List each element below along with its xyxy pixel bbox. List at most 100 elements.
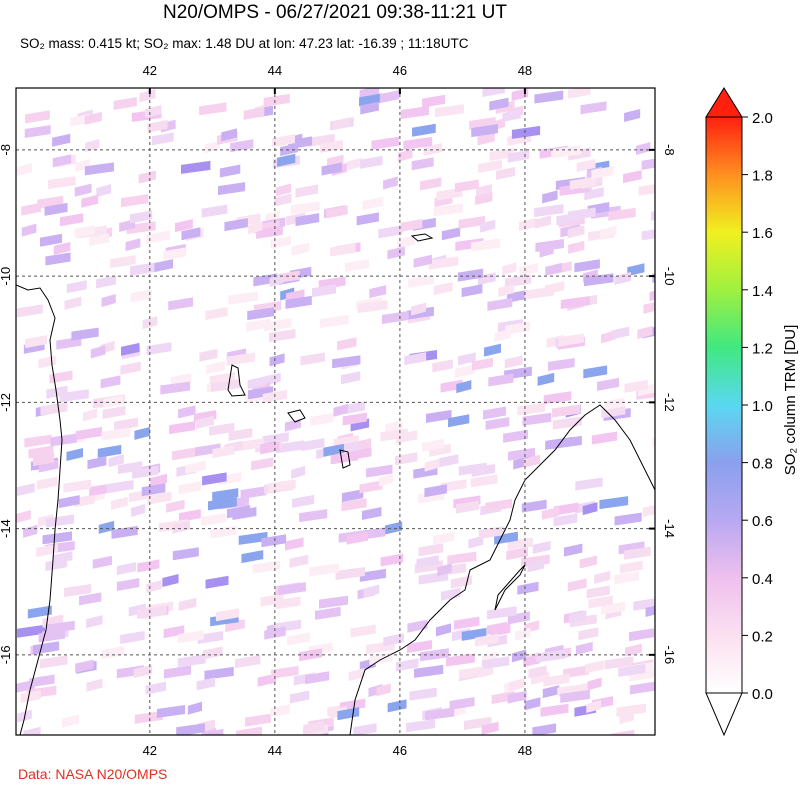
- lat-tick-mark: [649, 527, 655, 530]
- pixel-cell: [450, 575, 472, 589]
- pixel-cell: [591, 431, 618, 445]
- pixel-cell: [534, 204, 564, 218]
- lat-tick-label-right: -16: [662, 645, 677, 664]
- pixel-cell: [252, 560, 281, 574]
- pixel-cell: [61, 714, 80, 728]
- pixel-cell: [113, 97, 137, 111]
- pixel-cell: [403, 136, 433, 150]
- pixel-cell: [418, 543, 444, 557]
- pixel-cell: [387, 699, 407, 713]
- pixel-cell: [33, 641, 60, 655]
- pixel-cell: [178, 597, 197, 611]
- pixel-cell: [567, 225, 585, 239]
- pixel-cell: [504, 355, 523, 369]
- pixel-cell: [330, 243, 356, 257]
- pixel-cell: [422, 94, 446, 108]
- pixel-cell: [471, 124, 498, 138]
- pixel-cell: [45, 252, 71, 266]
- pixel-cell: [162, 573, 179, 587]
- pixel-cell: [212, 445, 235, 459]
- pixel-cell: [199, 348, 218, 362]
- pixel-cell: [120, 194, 149, 208]
- pixel-cell: [187, 701, 203, 715]
- pixel-cell: [342, 412, 367, 426]
- pixel-cell: [395, 452, 418, 466]
- island-mayotte: [339, 449, 351, 469]
- pixel-cell: [623, 546, 651, 560]
- pixel-cell: [553, 513, 578, 527]
- pixel-cell: [432, 359, 453, 373]
- lat-tick-label-right: -8: [662, 144, 677, 156]
- pixel-cell: [45, 620, 75, 634]
- pixel-cell: [299, 509, 328, 523]
- colorbar-tick-label: 1.2: [752, 340, 773, 357]
- pixel-cell: [133, 665, 153, 679]
- pixel-cell: [357, 300, 388, 314]
- pixel-cell: [111, 496, 128, 510]
- pixel-cell: [169, 421, 196, 435]
- pixel-cell: [527, 559, 545, 573]
- pixel-cell: [224, 218, 248, 232]
- pixel-cell: [49, 370, 73, 384]
- pixel-cell: [310, 413, 334, 427]
- pixel-cell: [219, 164, 241, 178]
- pixel-cell: [344, 401, 366, 415]
- credit: Data: NASA N20/OMPS: [18, 766, 167, 782]
- pixel-cell: [637, 325, 653, 339]
- lat-tick-mark: [649, 401, 655, 404]
- pixel-cell: [623, 170, 642, 184]
- pixel-cell: [181, 160, 211, 174]
- pixel-cell: [638, 184, 655, 196]
- pixel-cell: [446, 653, 475, 667]
- pixel-cell: [361, 506, 382, 520]
- pixel-cell: [21, 202, 42, 216]
- pixel-cell: [66, 447, 84, 461]
- pixel-cell: [629, 628, 654, 642]
- pixel-cell: [114, 417, 139, 431]
- pixel-cell: [245, 713, 271, 727]
- pixel-cell: [619, 560, 643, 574]
- pixel-cell: [270, 235, 291, 249]
- pixel-cell: [97, 444, 122, 458]
- pixel-cell: [300, 352, 325, 366]
- lat-tick-label-right: -14: [662, 519, 677, 538]
- pixel-cell: [103, 394, 124, 408]
- colorbar-label: SO₂ column TRM [DU]: [782, 325, 799, 476]
- pixel-cell: [362, 196, 384, 210]
- pixel-cell: [409, 687, 437, 701]
- pixel-cell: [29, 674, 55, 688]
- pixel-cell: [230, 139, 254, 153]
- pixel-cell: [502, 109, 521, 123]
- pixel-cell: [625, 643, 642, 657]
- pixel-cell: [278, 582, 306, 596]
- pixel-cell: [23, 726, 41, 735]
- pixel-cell: [540, 703, 569, 717]
- pixel-cell: [508, 678, 525, 692]
- pixel-cell: [487, 297, 513, 311]
- pixel-cell: [86, 615, 103, 629]
- pixel-cell: [376, 683, 391, 697]
- pixel-cell: [16, 163, 33, 177]
- pixel-cell: [243, 106, 265, 120]
- pixel-cell: [578, 627, 599, 641]
- pixel-cell: [383, 633, 404, 647]
- pixel-cell: [346, 531, 368, 545]
- pixel-cell: [400, 106, 430, 120]
- pixel-cell: [251, 457, 274, 471]
- pixel-cell: [505, 321, 530, 335]
- pixel-cell: [64, 584, 92, 598]
- pixel-cell: [247, 307, 275, 321]
- pixel-cell: [523, 654, 541, 668]
- pixel-cell: [458, 215, 486, 229]
- pixel-cell: [575, 641, 593, 655]
- lon-tick-label-top: 42: [143, 63, 157, 78]
- pixel-cell: [474, 633, 499, 647]
- pixel-cell: [42, 531, 73, 545]
- pixel-cell: [448, 414, 470, 428]
- pixel-cell: [519, 263, 539, 277]
- pixel-cell: [441, 227, 461, 241]
- pixel-cell: [483, 406, 506, 420]
- pixel-cell: [518, 217, 537, 231]
- pixel-cell: [547, 358, 575, 372]
